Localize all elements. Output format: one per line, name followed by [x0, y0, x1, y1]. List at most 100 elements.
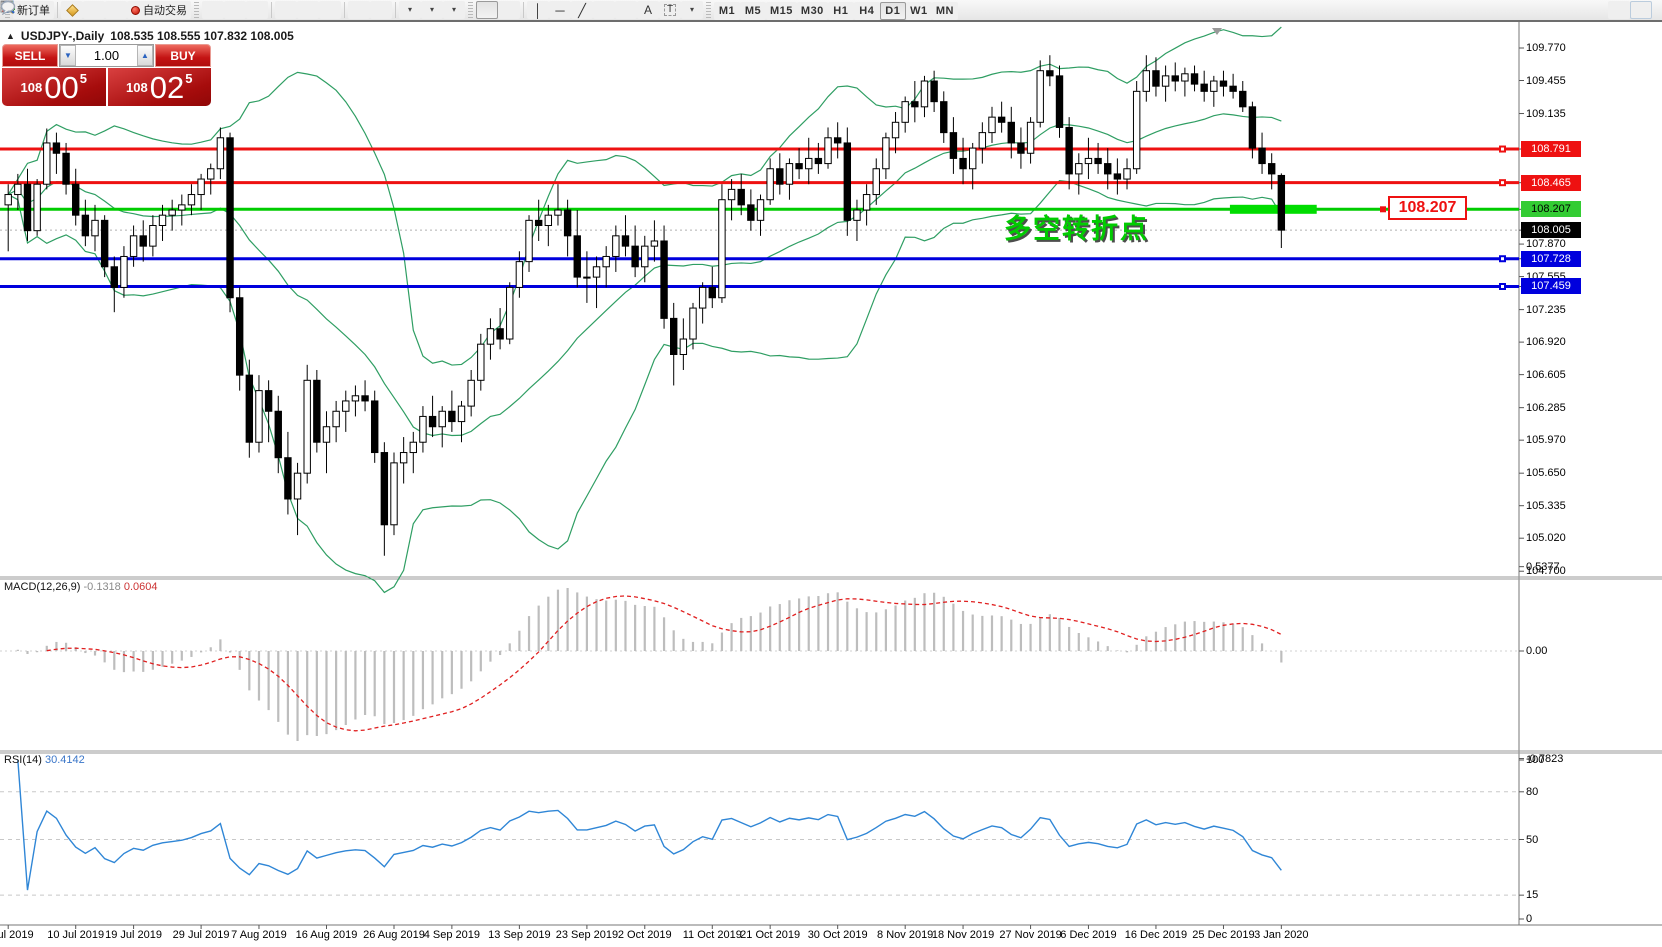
- candle[interactable]: [1277, 174, 1286, 231]
- horizontal-line-button[interactable]: ─: [549, 1, 571, 19]
- text-button[interactable]: A: [637, 1, 659, 19]
- candle[interactable]: [457, 405, 466, 423]
- candle[interactable]: [207, 168, 215, 180]
- candle[interactable]: [72, 183, 80, 216]
- candle[interactable]: [891, 121, 900, 139]
- candle[interactable]: [399, 452, 408, 464]
- text-label-button[interactable]: T: [659, 1, 681, 19]
- candle[interactable]: [544, 214, 553, 227]
- candle[interactable]: [1017, 142, 1025, 154]
- candle[interactable]: [255, 390, 263, 443]
- candle[interactable]: [197, 178, 205, 196]
- candle[interactable]: [1026, 121, 1035, 154]
- candle[interactable]: [631, 245, 639, 268]
- candle[interactable]: [843, 142, 852, 221]
- toolbar-grip[interactable]: [194, 2, 199, 18]
- candle[interactable]: [1132, 90, 1141, 170]
- candle[interactable]: [62, 152, 70, 185]
- vertical-line-button[interactable]: │: [527, 1, 549, 19]
- trend-line-button[interactable]: ╱: [571, 1, 593, 19]
- candle[interactable]: [486, 328, 495, 345]
- buy-price-block[interactable]: 108 02 5: [107, 68, 211, 106]
- candle[interactable]: [33, 183, 41, 232]
- candle[interactable]: [168, 209, 176, 216]
- turning-point-segment[interactable]: [1229, 204, 1317, 214]
- candle[interactable]: [419, 415, 427, 443]
- candle[interactable]: [747, 204, 755, 221]
- timeframe-button-m30[interactable]: M30: [796, 1, 828, 20]
- candle[interactable]: [496, 328, 504, 340]
- candle[interactable]: [795, 163, 803, 170]
- candle[interactable]: [1161, 75, 1170, 87]
- candle[interactable]: [149, 225, 157, 247]
- candle[interactable]: [940, 101, 948, 134]
- candle[interactable]: [264, 390, 273, 412]
- candle[interactable]: [1007, 121, 1015, 144]
- candle[interactable]: [1142, 70, 1151, 92]
- candle[interactable]: [1065, 126, 1073, 175]
- candle[interactable]: [380, 452, 389, 526]
- new-chart-button[interactable]: ▾: [0, 1, 421, 19]
- candle[interactable]: [274, 410, 282, 459]
- toolbar-grip[interactable]: [468, 2, 473, 18]
- candle[interactable]: [679, 338, 688, 356]
- candle[interactable]: [1055, 75, 1064, 128]
- sell-button[interactable]: SELL: [2, 44, 58, 67]
- candle[interactable]: [621, 235, 630, 247]
- candle[interactable]: [322, 426, 331, 443]
- toolbar-grip[interactable]: [706, 2, 711, 18]
- candle[interactable]: [1200, 83, 1208, 92]
- candle[interactable]: [901, 101, 909, 123]
- candle[interactable]: [1267, 163, 1276, 175]
- candle[interactable]: [959, 157, 967, 170]
- candle[interactable]: [1219, 80, 1228, 87]
- candle[interactable]: [1248, 106, 1257, 149]
- level-price-label[interactable]: 108.207: [1388, 196, 1467, 220]
- candle[interactable]: [120, 255, 128, 288]
- candle[interactable]: [129, 235, 138, 257]
- candle[interactable]: [718, 199, 726, 299]
- candle[interactable]: [91, 219, 99, 237]
- candle[interactable]: [969, 147, 977, 170]
- candle[interactable]: [332, 410, 340, 428]
- candle[interactable]: [872, 168, 880, 196]
- candle[interactable]: [573, 235, 581, 278]
- search-button[interactable]: [1, 0, 1630, 19]
- candle[interactable]: [824, 137, 832, 165]
- candle[interactable]: [814, 157, 823, 165]
- buy-button[interactable]: BUY: [155, 44, 211, 67]
- candle[interactable]: [284, 457, 292, 500]
- candle[interactable]: [43, 142, 51, 185]
- candle[interactable]: [988, 116, 996, 134]
- candle[interactable]: [1210, 80, 1218, 92]
- candle[interactable]: [351, 395, 360, 402]
- auto-scroll-button[interactable]: [2, 1, 370, 19]
- candle[interactable]: [737, 188, 745, 206]
- candle[interactable]: [371, 400, 379, 454]
- candlestick-chart-button[interactable]: [1, 1, 246, 19]
- periods-button[interactable]: ▾: [1, 1, 443, 19]
- candle[interactable]: [448, 410, 456, 423]
- timeframe-button-m1[interactable]: M1: [714, 1, 740, 20]
- candle[interactable]: [583, 276, 591, 279]
- candle[interactable]: [997, 116, 1006, 123]
- candle[interactable]: [303, 379, 311, 474]
- candle[interactable]: [342, 400, 350, 412]
- candle[interactable]: [139, 235, 147, 247]
- candle[interactable]: [525, 219, 533, 263]
- templates-button[interactable]: ▾: [0, 0, 465, 19]
- sell-price-block[interactable]: 108 00 5: [2, 68, 106, 106]
- candle[interactable]: [930, 80, 938, 103]
- timeframe-button-mn[interactable]: MN: [931, 1, 958, 20]
- candle[interactable]: [689, 307, 697, 340]
- timeframe-button-d1[interactable]: D1: [879, 1, 906, 20]
- candle[interactable]: [1258, 147, 1266, 165]
- candle[interactable]: [216, 137, 225, 170]
- candle[interactable]: [235, 297, 244, 376]
- chat-button[interactable]: [0, 0, 1652, 19]
- candle[interactable]: [1113, 173, 1122, 180]
- candle[interactable]: [361, 395, 369, 402]
- candle[interactable]: [1104, 163, 1112, 175]
- candle[interactable]: [698, 286, 707, 309]
